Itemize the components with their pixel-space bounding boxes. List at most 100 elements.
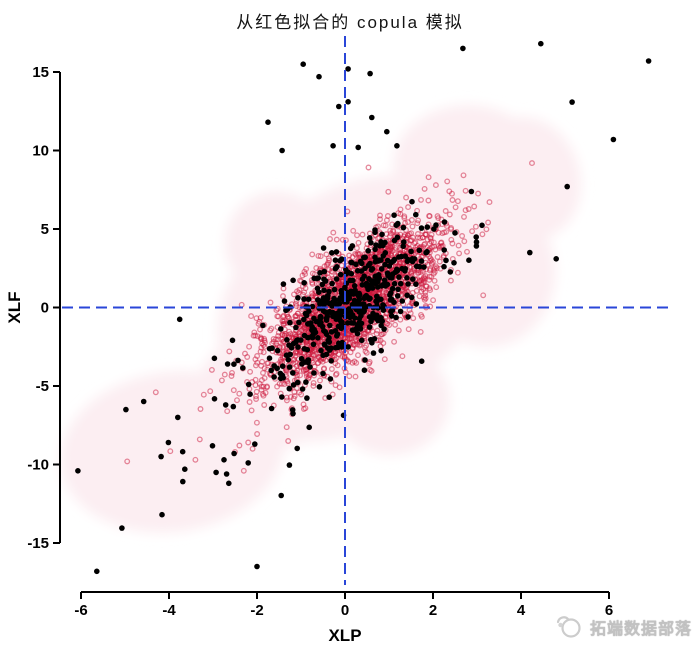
observed-data-point xyxy=(387,274,393,281)
observed-data-point xyxy=(94,568,100,575)
observed-data-point xyxy=(260,322,266,329)
observed-data-point xyxy=(294,445,301,452)
observed-data-point xyxy=(317,301,323,307)
observed-data-point xyxy=(391,212,397,218)
simulated-from-copula-point xyxy=(421,241,428,247)
simulated-from-copula-point xyxy=(480,292,487,299)
simulated-from-copula-point xyxy=(421,294,427,301)
observed-data-point xyxy=(402,253,409,259)
x-axis-title: XLP xyxy=(328,626,361,645)
simulated-from-copula-point xyxy=(267,299,274,306)
observed-data-point xyxy=(345,66,351,72)
observed-data-point xyxy=(274,365,281,372)
simulated-from-copula-point xyxy=(290,395,297,402)
observed-data-point xyxy=(286,385,293,392)
observed-data-point xyxy=(368,318,374,325)
observed-data-point xyxy=(318,314,324,321)
simulated-from-copula-point xyxy=(322,357,329,364)
observed-data-point xyxy=(279,147,285,154)
simulated-from-copula-point xyxy=(197,406,204,412)
y-axis-title: XLF xyxy=(5,291,24,323)
simulated-from-copula-point xyxy=(377,212,383,219)
x-tick-label: -2 xyxy=(250,602,263,619)
observed-data-point xyxy=(418,225,425,231)
observed-data-point xyxy=(372,254,378,261)
observed-data-point xyxy=(357,326,364,332)
simulated-from-copula-point xyxy=(297,372,304,379)
observed-data-point xyxy=(289,407,296,413)
observed-data-point xyxy=(367,295,373,302)
simulated-from-copula-point xyxy=(278,336,285,343)
observed-data-point xyxy=(213,469,219,476)
simulated-from-copula-point xyxy=(228,373,235,379)
simulated-from-copula-point xyxy=(375,223,381,230)
observed-data-point xyxy=(279,394,285,400)
observed-data-point xyxy=(245,381,252,388)
simulated-from-copula-point xyxy=(152,389,159,396)
observed-data-point xyxy=(396,274,402,280)
observed-data-point xyxy=(271,374,277,380)
observed-data-point xyxy=(229,337,236,344)
simulated-from-copula-point xyxy=(383,217,390,224)
observed-data-point xyxy=(443,257,449,264)
simulated-from-copula-point xyxy=(327,236,333,242)
observed-data-point xyxy=(349,327,356,333)
observed-data-point xyxy=(159,511,165,518)
observed-data-point xyxy=(359,260,365,267)
observed-data-point xyxy=(320,295,327,301)
observed-data-point xyxy=(321,287,327,294)
observed-data-point xyxy=(158,453,164,460)
observed-data-point xyxy=(327,322,333,329)
simulated-from-copula-point xyxy=(264,360,271,367)
simulated-from-copula-point xyxy=(435,243,442,249)
observed-data-point xyxy=(331,286,338,293)
simulated-from-copula-point xyxy=(226,348,233,355)
simulated-from-copula-point xyxy=(257,326,263,333)
simulated-from-copula-point xyxy=(428,231,435,238)
simulated-from-copula-point xyxy=(460,172,467,179)
x-tick-label: 0 xyxy=(341,602,349,619)
observed-data-point xyxy=(418,358,425,365)
simulated-from-copula-point xyxy=(410,315,417,322)
observed-data-point xyxy=(401,239,407,245)
simulated-from-copula-point xyxy=(280,355,287,362)
simulated-from-copula-point xyxy=(362,348,369,355)
observed-data-point xyxy=(564,183,570,190)
simulated-from-copula-point xyxy=(432,182,439,189)
observed-data-point xyxy=(466,257,472,264)
simulated-from-copula-point xyxy=(284,313,291,320)
observed-data-point xyxy=(372,273,379,280)
simulated-from-copula-point xyxy=(264,383,270,390)
observed-data-point xyxy=(301,332,308,339)
simulated-from-copula-point xyxy=(291,291,297,298)
observed-data-point xyxy=(325,292,331,299)
observed-data-point xyxy=(460,45,466,52)
observed-data-point xyxy=(416,247,423,254)
observed-data-point xyxy=(361,254,367,261)
observed-data-point xyxy=(327,376,334,382)
simulated-from-copula-point xyxy=(124,458,131,465)
simulated-from-copula-point xyxy=(281,320,288,327)
observed-data-point xyxy=(307,364,313,370)
observed-data-point xyxy=(294,379,301,386)
simulated-from-copula-point xyxy=(368,367,375,374)
observed-data-point xyxy=(400,243,407,249)
simulated-from-copula-point xyxy=(443,228,450,235)
observed-data-point xyxy=(336,103,342,110)
simulated-from-copula-point xyxy=(392,321,399,328)
simulated-from-copula-point xyxy=(433,284,440,291)
observed-data-point xyxy=(298,355,305,362)
simulated-from-copula-point xyxy=(283,397,290,404)
observed-data-point xyxy=(396,254,402,260)
observed-data-point xyxy=(356,292,363,298)
simulated-from-copula-point xyxy=(260,349,267,356)
observed-data-point xyxy=(277,370,284,377)
simulated-from-copula-point xyxy=(374,327,381,334)
observed-data-point xyxy=(310,341,317,348)
simulated-from-copula-point xyxy=(356,342,363,349)
observed-data-point xyxy=(323,351,330,358)
simulated-from-copula-point xyxy=(430,270,437,277)
simulated-from-copula-point xyxy=(529,160,535,167)
simulated-from-copula-point xyxy=(420,279,427,286)
simulated-from-copula-point xyxy=(296,389,303,396)
